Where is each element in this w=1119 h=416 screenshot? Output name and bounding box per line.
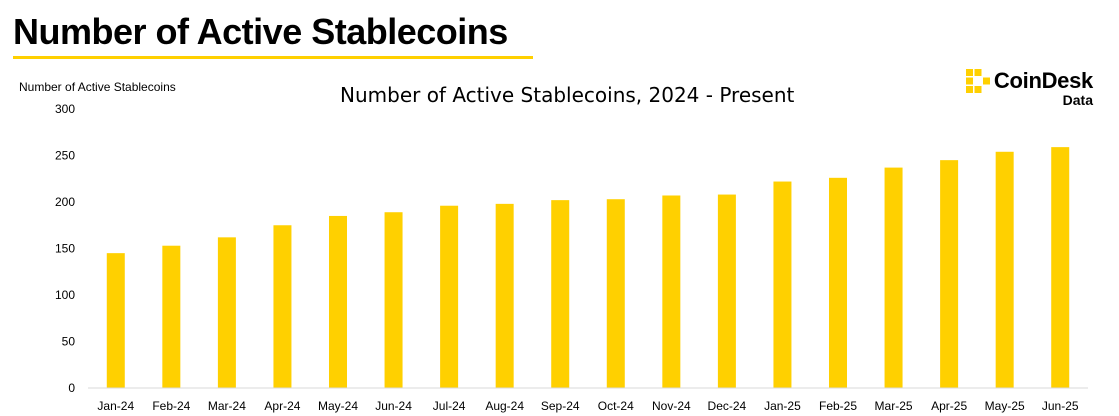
heading-underline [13, 56, 533, 59]
x-tick-label: Sep-24 [541, 399, 580, 413]
bar-apr-24 [273, 225, 292, 388]
bar-nov-24 [662, 195, 681, 388]
x-tick-label: Jun-25 [1042, 399, 1079, 413]
bar-apr-25 [940, 160, 959, 388]
x-tick-label: Feb-25 [819, 399, 857, 413]
x-tick-label: Jan-25 [764, 399, 801, 413]
bar-mar-25 [884, 167, 903, 388]
x-tick-label: Dec-24 [708, 399, 747, 413]
bar-feb-25 [829, 177, 847, 388]
bar-sep-24 [551, 200, 570, 388]
y-tick-label: 0 [68, 381, 75, 395]
y-tick-label: 100 [55, 288, 75, 302]
y-tick-label: 250 [55, 149, 75, 163]
bar-jun-24 [384, 212, 403, 388]
x-tick-label: Apr-24 [264, 399, 300, 413]
x-tick-label: Mar-24 [208, 399, 246, 413]
x-tick-label: Oct-24 [598, 399, 634, 413]
bar-jun-25 [1051, 147, 1070, 388]
bar-aug-24 [495, 203, 514, 388]
x-tick-label: Jun-24 [375, 399, 412, 413]
page-heading: Number of Active Stablecoins [13, 11, 508, 52]
x-tick-label: Jan-24 [97, 399, 134, 413]
x-tick-label: Mar-25 [875, 399, 913, 413]
bar-jan-25 [773, 181, 792, 388]
x-tick-label: May-24 [318, 399, 358, 413]
y-tick-label: 150 [55, 242, 75, 256]
bar-may-25 [995, 151, 1014, 388]
coindesk-logo-icon [965, 69, 990, 93]
bar-may-24 [329, 215, 347, 388]
bar-dec-24 [717, 194, 736, 388]
brand-sub: Data [1062, 92, 1093, 108]
y-tick-label: 300 [55, 102, 75, 116]
x-tick-label: Apr-25 [931, 399, 967, 413]
x-tick-label: Nov-24 [652, 399, 691, 413]
y-tick-label: 50 [62, 335, 76, 349]
bar-mar-24 [217, 237, 236, 388]
x-tick-label: Jul-24 [433, 399, 466, 413]
chart-title: Number of Active Stablecoins, 2024 - Pre… [340, 83, 795, 107]
x-tick-label: Aug-24 [485, 399, 524, 413]
y-axis-title: Number of Active Stablecoins [19, 80, 176, 94]
brand-name: CoinDesk [993, 68, 1093, 93]
bar-jul-24 [440, 205, 459, 388]
bar-feb-24 [162, 245, 181, 388]
bar-oct-24 [606, 199, 625, 388]
x-tick-label: Feb-24 [152, 399, 190, 413]
bar-jan-24 [106, 253, 125, 388]
x-tick-label: May-25 [985, 399, 1025, 413]
brand-logo: CoinDesk Data [965, 68, 1093, 108]
y-tick-label: 200 [55, 195, 75, 209]
